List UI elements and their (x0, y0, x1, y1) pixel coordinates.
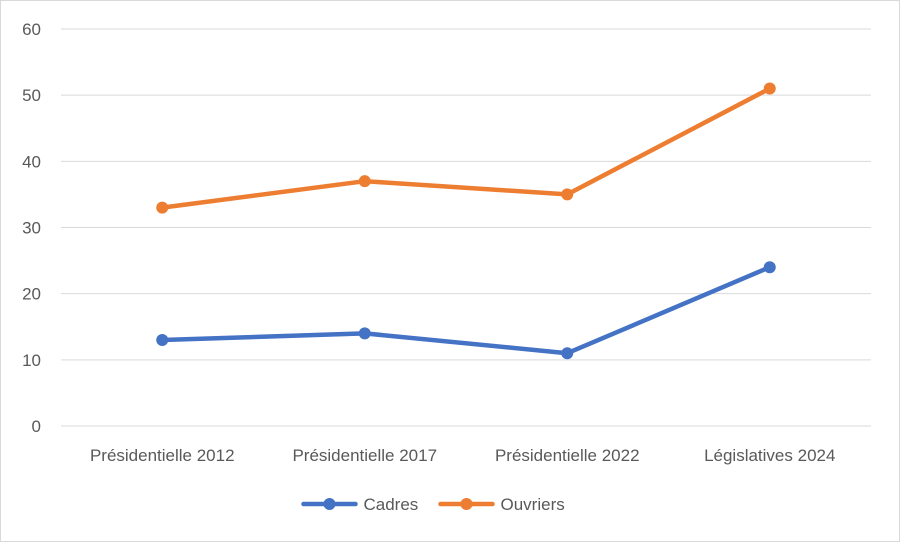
series-line-ouvriers (160, 86, 772, 210)
y-tick-label: 30 (22, 219, 41, 238)
x-tick-label: Présidentielle 2017 (292, 446, 437, 465)
x-tick-label: Législatives 2024 (704, 446, 835, 465)
legend-swatch-marker (323, 498, 336, 510)
y-tick-label: 60 (22, 20, 41, 39)
y-tick-label: 40 (22, 152, 41, 171)
legend-swatch-marker (460, 498, 473, 510)
legend-label: Cadres (364, 495, 419, 514)
data-point-ouvriers (358, 175, 371, 188)
data-point-cadres (358, 327, 371, 340)
data-point-cadres (763, 261, 776, 274)
y-tick-label: 20 (22, 285, 41, 304)
series-group (156, 82, 776, 360)
y-tick-label: 10 (22, 351, 41, 370)
data-point-ouvriers (156, 201, 169, 214)
series-line-cadres (160, 264, 772, 356)
y-axis: 0 10 20 30 40 50 60 (22, 20, 41, 436)
legend-item-cadres: Cadres (301, 495, 419, 514)
data-point-cadres (561, 347, 574, 360)
data-point-ouvriers (763, 82, 776, 95)
data-point-ouvriers (561, 188, 574, 201)
legend: Cadres Ouvriers (301, 495, 565, 514)
gridlines (61, 28, 871, 427)
legend-item-ouvriers: Ouvriers (438, 495, 565, 514)
legend-label: Ouvriers (501, 495, 565, 514)
x-tick-label: Présidentielle 2022 (495, 446, 640, 465)
y-tick-label: 50 (22, 86, 41, 105)
y-tick-label: 0 (32, 417, 41, 436)
data-point-cadres (156, 333, 169, 346)
x-axis: Présidentielle 2012 Présidentielle 2017 Pr… (90, 446, 835, 465)
x-tick-label: Présidentielle 2012 (90, 446, 235, 465)
